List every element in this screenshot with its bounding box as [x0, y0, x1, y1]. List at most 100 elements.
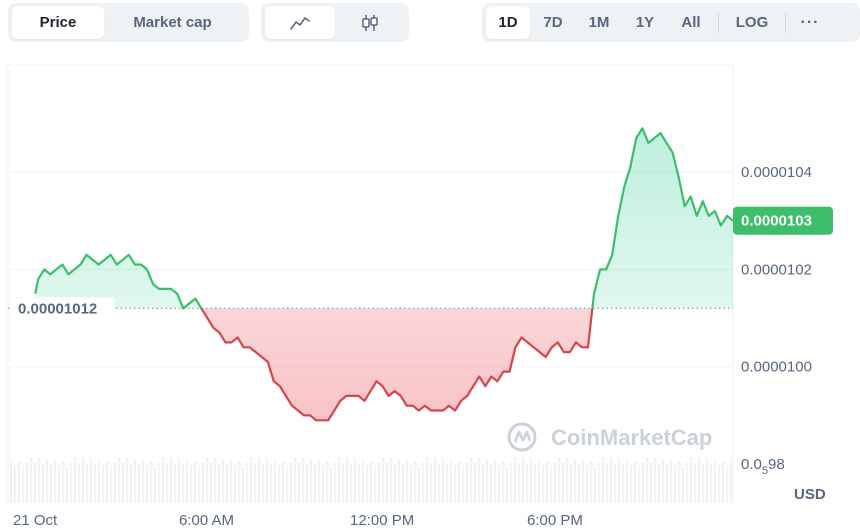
volume-bar	[462, 467, 465, 503]
volume-bar	[22, 467, 25, 503]
volume-bar	[138, 465, 141, 503]
volume-bars	[10, 457, 733, 503]
volume-bar	[486, 459, 489, 503]
volume-bar	[422, 462, 425, 503]
volume-bar	[206, 457, 209, 503]
volume-bar	[278, 466, 281, 503]
volume-bar	[322, 466, 325, 503]
volume-bar	[718, 466, 721, 503]
volume-bar	[10, 460, 13, 503]
volume-bar	[518, 463, 521, 503]
watermark-text: CoinMarketCap	[551, 425, 712, 450]
volume-bar	[242, 467, 245, 503]
volume-bar	[262, 464, 265, 503]
volume-bar	[166, 463, 169, 503]
volume-bar	[662, 459, 665, 503]
tab-price[interactable]: Price	[12, 6, 104, 39]
volume-bar	[274, 460, 277, 503]
volume-bar	[550, 467, 553, 503]
volume-bar	[426, 457, 429, 503]
volume-bar	[670, 460, 673, 503]
volume-bar	[162, 457, 165, 503]
volume-bar	[698, 458, 701, 503]
x-tick-label: 21 Oct	[13, 512, 58, 529]
volume-bar	[458, 461, 461, 503]
area-below-reference	[201, 308, 593, 421]
volume-bar	[374, 467, 377, 503]
volume-bar	[598, 462, 601, 503]
volume-bar	[302, 458, 305, 503]
volume-bar	[706, 459, 709, 503]
price-chart[interactable]: CoinMarketCap 0.00001040.00001020.000010…	[0, 55, 860, 530]
volume-bar	[234, 466, 237, 503]
tab-market-cap[interactable]: Market cap	[133, 14, 212, 31]
volume-bar	[126, 458, 129, 503]
volume-bar	[94, 465, 97, 503]
volume-bar	[622, 465, 625, 503]
range-1d[interactable]: 1D	[486, 6, 530, 39]
volume-bar	[358, 465, 361, 503]
volume-bar	[710, 465, 713, 503]
volume-bar	[654, 458, 657, 503]
volume-bar	[210, 463, 213, 503]
volume-bar	[602, 457, 605, 503]
log-scale-button[interactable]: LOG	[735, 14, 769, 31]
range-7d[interactable]: 7D	[543, 14, 563, 31]
volume-bar	[130, 464, 133, 503]
volume-bar	[454, 466, 457, 503]
volume-bar	[258, 458, 261, 503]
volume-bar	[46, 459, 49, 503]
volume-bar	[490, 465, 493, 503]
metric-toggle: Price Market cap	[8, 3, 249, 42]
volume-bar	[294, 457, 297, 503]
volume-bar	[414, 461, 417, 503]
volume-bar	[722, 461, 725, 503]
x-tick-label: 6:00 AM	[179, 512, 234, 529]
volume-bar	[542, 466, 545, 503]
volume-bar	[246, 462, 249, 503]
volume-bar	[546, 461, 549, 503]
candlestick-button[interactable]	[335, 6, 405, 39]
volume-bar	[394, 464, 397, 503]
range-toggle: 1D 7D 1M 1Y All LOG ···	[482, 3, 860, 42]
volume-bar	[314, 465, 317, 503]
volume-bar	[118, 457, 121, 503]
volume-bar	[186, 460, 189, 503]
more-options-button[interactable]: ···	[800, 13, 820, 31]
y-tick-label: 0.0000100	[741, 359, 812, 376]
x-axis: 21 Oct 6:00 AM 12:00 PM 6:00 PM	[13, 512, 583, 529]
range-1y[interactable]: 1Y	[635, 14, 655, 31]
volume-bar	[50, 465, 53, 503]
volume-bar	[190, 466, 193, 503]
volume-bar	[674, 466, 677, 503]
range-1m[interactable]: 1M	[588, 14, 610, 31]
volume-bar	[582, 460, 585, 503]
volume-bar	[270, 465, 273, 503]
current-price-badge: 0.0000103	[733, 206, 833, 235]
line-chart-button[interactable]	[265, 6, 335, 39]
volume-bar	[402, 465, 405, 503]
range-all[interactable]: All	[681, 14, 701, 31]
volume-bar	[466, 462, 469, 503]
volume-bar	[350, 464, 353, 503]
volume-bar	[410, 466, 413, 503]
volume-bar	[238, 461, 241, 503]
volume-bar	[42, 464, 45, 503]
volume-bar	[122, 463, 125, 503]
volume-bar	[646, 457, 649, 503]
volume-bar	[74, 457, 77, 503]
volume-bar	[174, 464, 177, 503]
volume-bar	[298, 463, 301, 503]
volume-bar	[178, 459, 181, 503]
volume-bar	[574, 459, 577, 503]
volume-bar	[482, 464, 485, 503]
volume-bar	[90, 459, 93, 503]
volume-bar	[610, 458, 613, 503]
volume-bar	[198, 467, 201, 503]
line-chart-icon	[290, 16, 310, 30]
volume-bar	[498, 466, 501, 503]
volume-bar	[686, 462, 689, 503]
volume-bar	[638, 467, 641, 503]
volume-bar	[326, 461, 329, 503]
volume-bar	[266, 459, 269, 503]
